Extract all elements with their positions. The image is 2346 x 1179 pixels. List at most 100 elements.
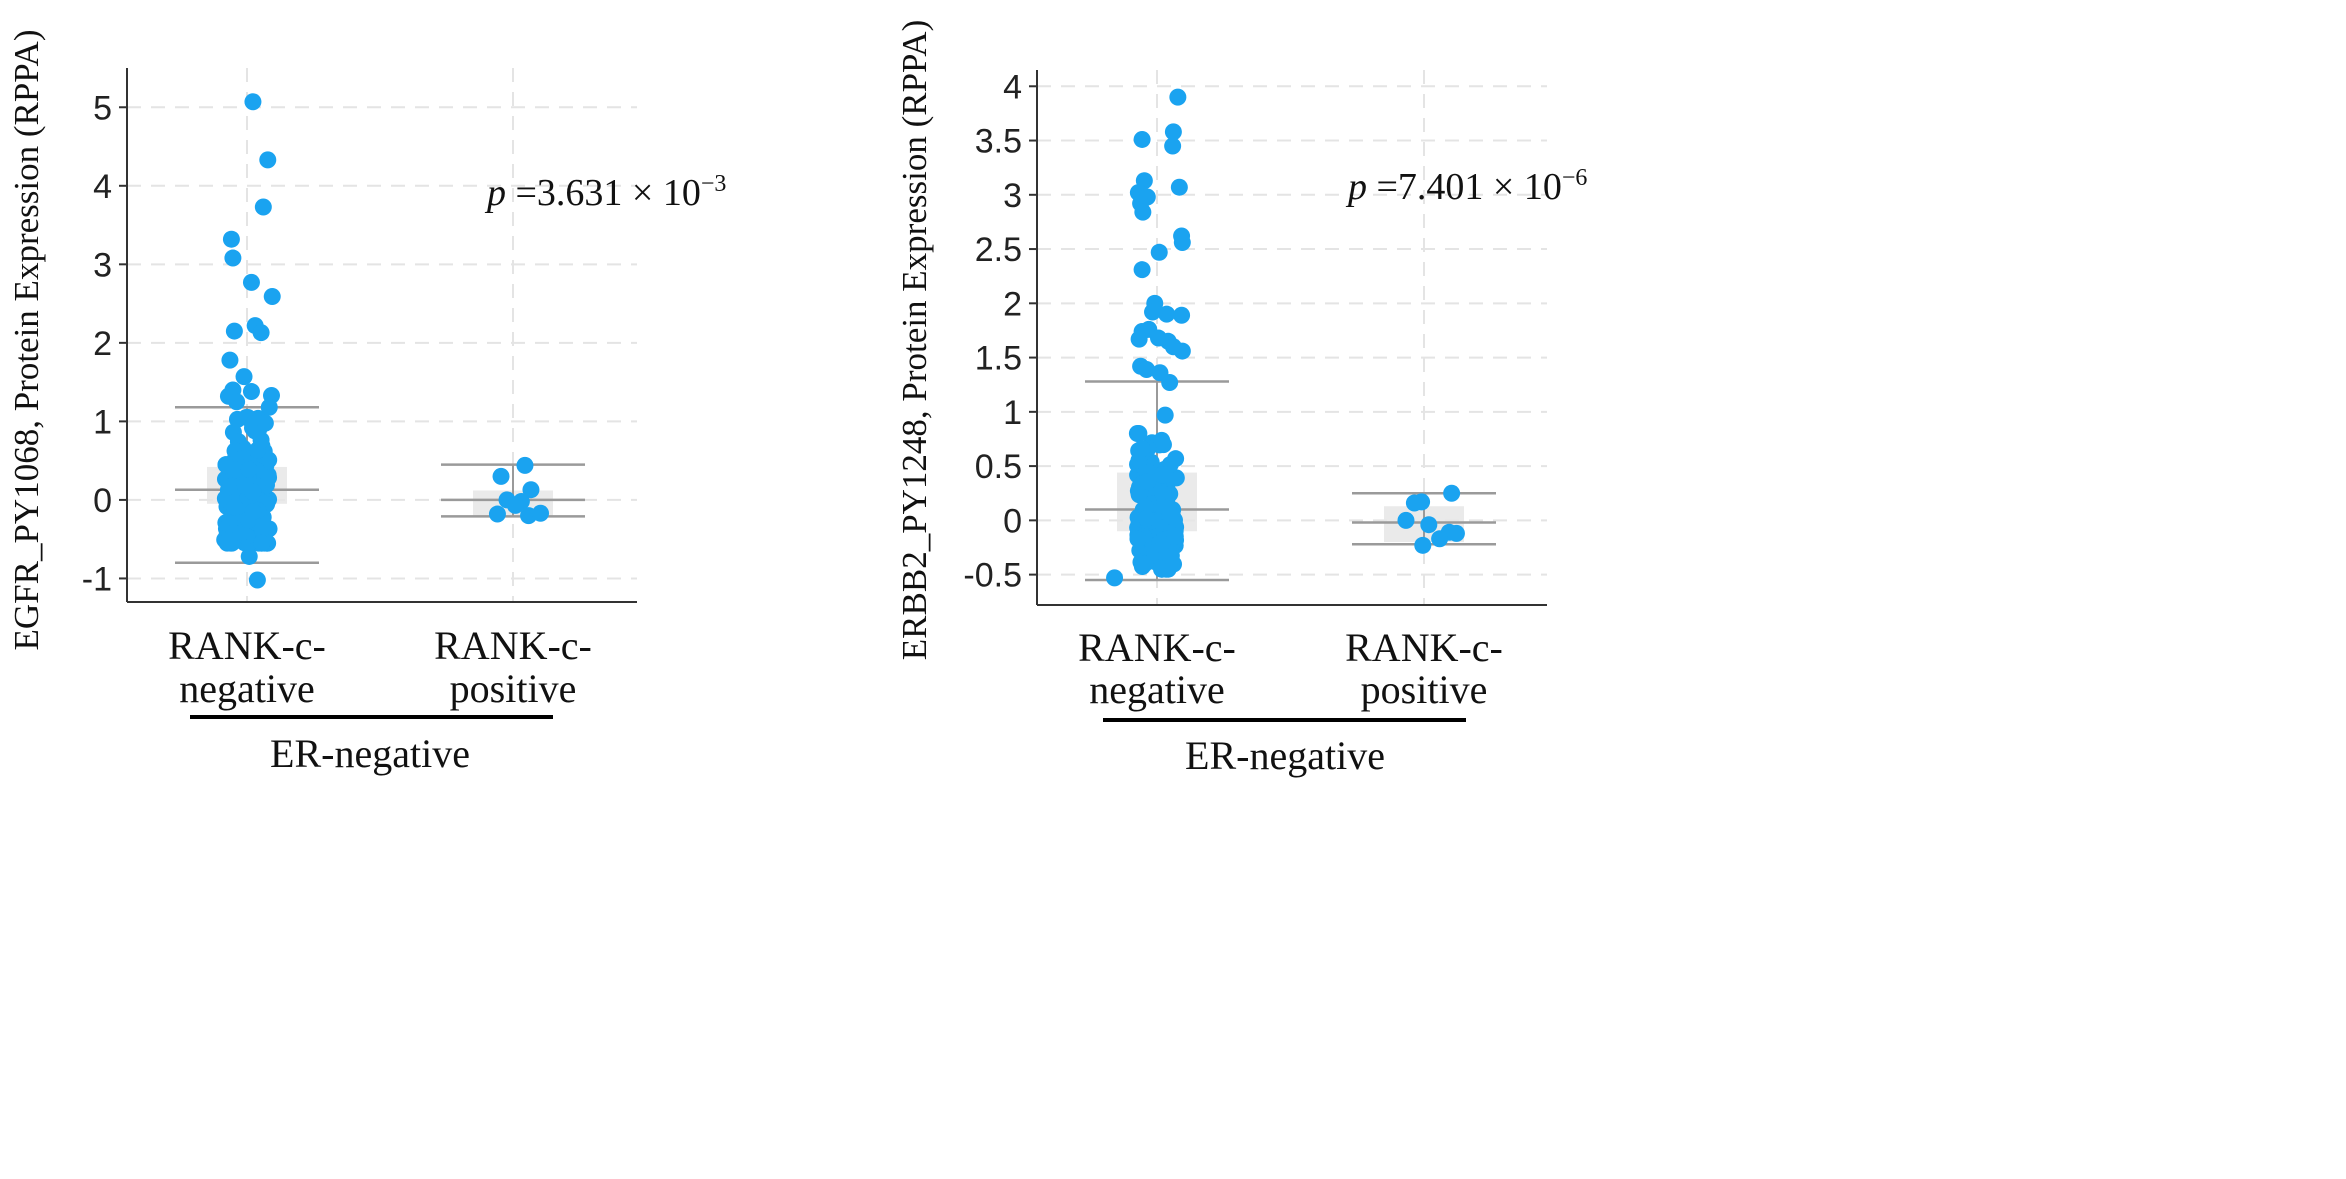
data-point <box>1144 303 1162 321</box>
data-point <box>1133 440 1151 458</box>
data-point <box>263 288 281 306</box>
y-tick-label: 2 <box>1003 285 1022 323</box>
data-point <box>506 496 524 514</box>
data-point <box>1156 406 1174 424</box>
y-tick-label: 4 <box>1003 68 1022 106</box>
y-tick-label: 0.5 <box>975 448 1022 486</box>
data-point <box>228 393 246 411</box>
p-value-exponent: −3 <box>701 171 727 197</box>
group-label: ER-negative <box>1185 733 1385 778</box>
x-category-label-line1: RANK-c- <box>434 623 592 668</box>
data-point <box>236 477 254 495</box>
data-point <box>260 398 278 416</box>
data-point <box>226 498 244 516</box>
data-point <box>1150 243 1168 261</box>
data-point <box>1420 516 1438 534</box>
data-point <box>1166 527 1184 545</box>
data-point <box>253 534 271 552</box>
y-tick-label: -1 <box>82 560 112 598</box>
data-point <box>254 519 272 537</box>
data-point <box>1130 330 1148 348</box>
data-point <box>532 504 550 522</box>
data-point <box>248 571 266 589</box>
y-tick-label: 2 <box>93 325 112 363</box>
y-tick-label: 3.5 <box>975 123 1022 161</box>
data-point <box>220 478 238 496</box>
data-point <box>224 249 242 267</box>
data-point <box>1154 485 1172 503</box>
data-point <box>1443 484 1461 502</box>
x-category-label-line2: negative <box>1089 667 1225 712</box>
panel-egfr: 5 4 3 2 1 0 -1 EGFR_PY1068, Protein Expression … <box>7 30 726 777</box>
p-symbol: p <box>484 172 506 214</box>
data-point <box>259 151 277 169</box>
data-point <box>221 351 239 369</box>
p-value-annotation: p =7.401 × 10−6 <box>1345 165 1587 208</box>
x-category-label-line2: negative <box>179 666 315 711</box>
data-point <box>1173 234 1191 252</box>
data-point <box>1397 511 1415 529</box>
y-axis-title: ERBB2_PY1248, Protein Expression (RPPA) <box>895 20 934 660</box>
y-tick-label: 1 <box>93 403 112 441</box>
x-category-label-line1: RANK-c- <box>1345 625 1503 670</box>
data-point <box>240 461 258 479</box>
data-point <box>254 198 272 216</box>
data-point <box>1169 88 1187 106</box>
data-point <box>1136 555 1154 573</box>
data-point <box>242 273 260 291</box>
p-value-text: =3.631 × 10 <box>506 172 701 214</box>
y-tick-label: 1.5 <box>975 340 1022 378</box>
data-point <box>1133 130 1151 148</box>
y-tick-label: 0 <box>1003 502 1022 540</box>
data-point <box>1413 493 1431 511</box>
data-point <box>1139 473 1157 491</box>
data-point <box>1447 524 1465 542</box>
data-point <box>492 467 510 485</box>
data-point <box>1170 178 1188 196</box>
p-value-text: =7.401 × 10 <box>1367 166 1562 208</box>
y-tick-label: 1 <box>1003 394 1022 432</box>
data-point <box>244 93 262 111</box>
x-category-label-line1: RANK-c- <box>1078 625 1236 670</box>
data-point <box>488 505 506 523</box>
data-point <box>1146 543 1164 561</box>
y-tick-label: 5 <box>93 89 112 127</box>
data-point <box>222 230 240 248</box>
data-point <box>516 456 534 474</box>
data-point <box>244 415 262 433</box>
data-point <box>1138 509 1156 527</box>
data-point <box>1161 374 1179 392</box>
y-tick-label: 2.5 <box>975 231 1022 269</box>
data-point <box>217 456 235 474</box>
data-point <box>1138 361 1156 379</box>
group-label: ER-negative <box>270 731 470 776</box>
data-point <box>235 368 253 386</box>
data-point <box>220 531 238 549</box>
data-point <box>1159 499 1177 517</box>
data-point <box>1162 548 1180 566</box>
data-point <box>1133 261 1151 279</box>
data-point <box>1106 569 1124 587</box>
x-category-label-line2: positive <box>450 666 577 711</box>
p-value-annotation: p =3.631 × 10−3 <box>484 171 726 214</box>
y-tick-label: 3 <box>1003 177 1022 215</box>
data-point <box>1164 137 1182 155</box>
data-point <box>256 414 274 432</box>
data-point <box>522 481 540 499</box>
data-point <box>1158 305 1176 323</box>
y-axis-title: EGFR_PY1068, Protein Expression (RPPA) <box>7 30 46 651</box>
data-point <box>252 324 270 342</box>
data-point <box>1130 425 1148 443</box>
data-point <box>1431 530 1449 548</box>
data-point <box>240 547 258 565</box>
data-point <box>1164 123 1182 141</box>
y-tick-label: -0.5 <box>963 557 1022 595</box>
y-tick-label: 0 <box>93 482 112 520</box>
data-point <box>225 322 243 340</box>
y-tick-label: 4 <box>93 168 112 206</box>
data-point <box>242 383 260 401</box>
data-point <box>1129 530 1147 548</box>
y-tick-label: 3 <box>93 246 112 284</box>
x-category-label-line2: positive <box>1361 667 1488 712</box>
x-category-label-line1: RANK-c- <box>168 623 326 668</box>
